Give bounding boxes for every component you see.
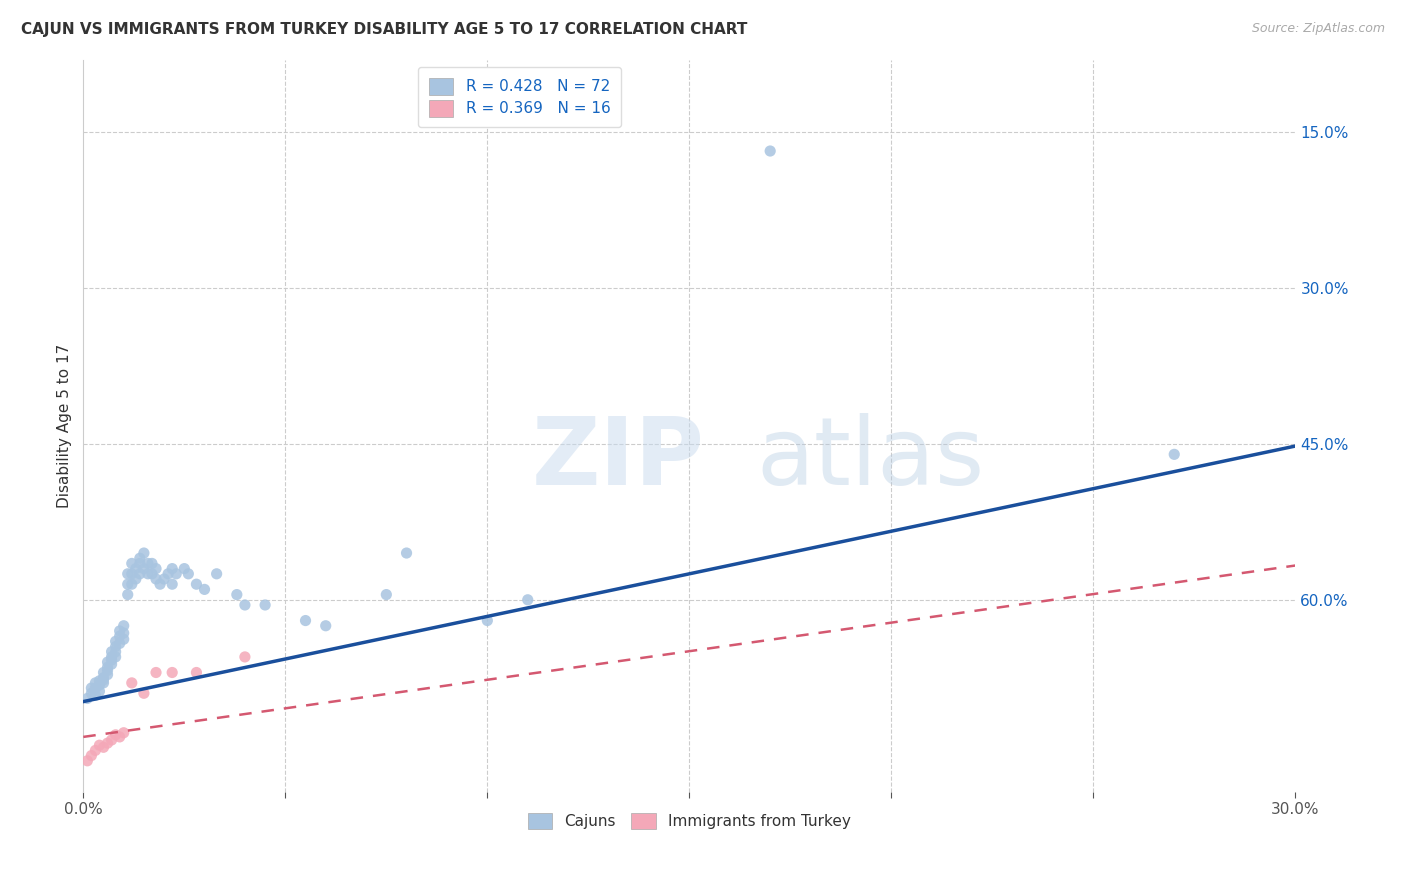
Point bbox=[96, 664, 118, 678]
Point bbox=[100, 733, 122, 747]
Point bbox=[160, 665, 183, 680]
Point bbox=[80, 686, 103, 700]
Point bbox=[100, 649, 122, 664]
Point bbox=[233, 598, 256, 612]
Point bbox=[108, 624, 131, 638]
Text: CAJUN VS IMMIGRANTS FROM TURKEY DISABILITY AGE 5 TO 17 CORRELATION CHART: CAJUN VS IMMIGRANTS FROM TURKEY DISABILI… bbox=[21, 22, 748, 37]
Point bbox=[100, 645, 122, 659]
Point bbox=[108, 629, 131, 643]
Point bbox=[125, 561, 148, 575]
Point bbox=[125, 572, 148, 586]
Point bbox=[80, 681, 103, 695]
Point bbox=[89, 738, 111, 752]
Point bbox=[89, 678, 111, 692]
Point bbox=[84, 676, 107, 690]
Point bbox=[93, 665, 115, 680]
Point bbox=[375, 588, 398, 602]
Point bbox=[160, 577, 183, 591]
Point bbox=[104, 649, 127, 664]
Point bbox=[160, 561, 183, 575]
Point bbox=[112, 725, 135, 739]
Point bbox=[516, 592, 538, 607]
Point bbox=[141, 566, 163, 581]
Point bbox=[121, 566, 143, 581]
Point bbox=[128, 566, 150, 581]
Text: Source: ZipAtlas.com: Source: ZipAtlas.com bbox=[1251, 22, 1385, 36]
Point bbox=[128, 551, 150, 566]
Point bbox=[117, 588, 139, 602]
Point bbox=[121, 557, 143, 571]
Point bbox=[132, 561, 155, 575]
Point bbox=[84, 689, 107, 703]
Point bbox=[80, 748, 103, 763]
Point bbox=[141, 557, 163, 571]
Point bbox=[136, 557, 159, 571]
Point bbox=[93, 740, 115, 755]
Point bbox=[117, 566, 139, 581]
Point bbox=[153, 572, 176, 586]
Point bbox=[186, 577, 208, 591]
Point bbox=[112, 626, 135, 640]
Point bbox=[294, 614, 316, 628]
Point bbox=[121, 676, 143, 690]
Point bbox=[477, 614, 499, 628]
Point bbox=[100, 657, 122, 672]
Point bbox=[93, 676, 115, 690]
Point bbox=[112, 632, 135, 647]
Point bbox=[395, 546, 418, 560]
Point bbox=[104, 728, 127, 742]
Point bbox=[84, 743, 107, 757]
Point bbox=[89, 673, 111, 688]
Point bbox=[104, 634, 127, 648]
Text: atlas: atlas bbox=[756, 413, 984, 505]
Point bbox=[96, 660, 118, 674]
Point bbox=[205, 566, 228, 581]
Point bbox=[157, 566, 180, 581]
Point bbox=[145, 572, 167, 586]
Point bbox=[193, 582, 215, 597]
Point bbox=[104, 640, 127, 654]
Point bbox=[225, 588, 247, 602]
Point bbox=[117, 577, 139, 591]
Y-axis label: Disability Age 5 to 17: Disability Age 5 to 17 bbox=[58, 343, 72, 508]
Point bbox=[173, 561, 195, 575]
Point bbox=[145, 665, 167, 680]
Point bbox=[132, 686, 155, 700]
Point bbox=[186, 665, 208, 680]
Point bbox=[76, 754, 98, 768]
Point bbox=[165, 566, 187, 581]
Point bbox=[104, 645, 127, 659]
Point bbox=[96, 655, 118, 669]
Point bbox=[121, 577, 143, 591]
Point bbox=[112, 619, 135, 633]
Point bbox=[96, 736, 118, 750]
Point bbox=[1163, 447, 1185, 461]
Point bbox=[254, 598, 277, 612]
Legend: Cajuns, Immigrants from Turkey: Cajuns, Immigrants from Turkey bbox=[522, 806, 858, 836]
Point bbox=[96, 667, 118, 681]
Point bbox=[315, 619, 337, 633]
Point bbox=[145, 561, 167, 575]
Point bbox=[93, 673, 115, 687]
Point bbox=[233, 649, 256, 664]
Point bbox=[108, 730, 131, 744]
Point bbox=[108, 636, 131, 650]
Point bbox=[84, 681, 107, 695]
Point bbox=[76, 691, 98, 706]
Text: ZIP: ZIP bbox=[531, 413, 704, 505]
Point bbox=[93, 671, 115, 685]
Point bbox=[759, 144, 782, 158]
Point bbox=[177, 566, 200, 581]
Point bbox=[149, 577, 172, 591]
Point bbox=[132, 546, 155, 560]
Point bbox=[136, 566, 159, 581]
Point bbox=[89, 684, 111, 698]
Point bbox=[128, 557, 150, 571]
Point bbox=[100, 653, 122, 667]
